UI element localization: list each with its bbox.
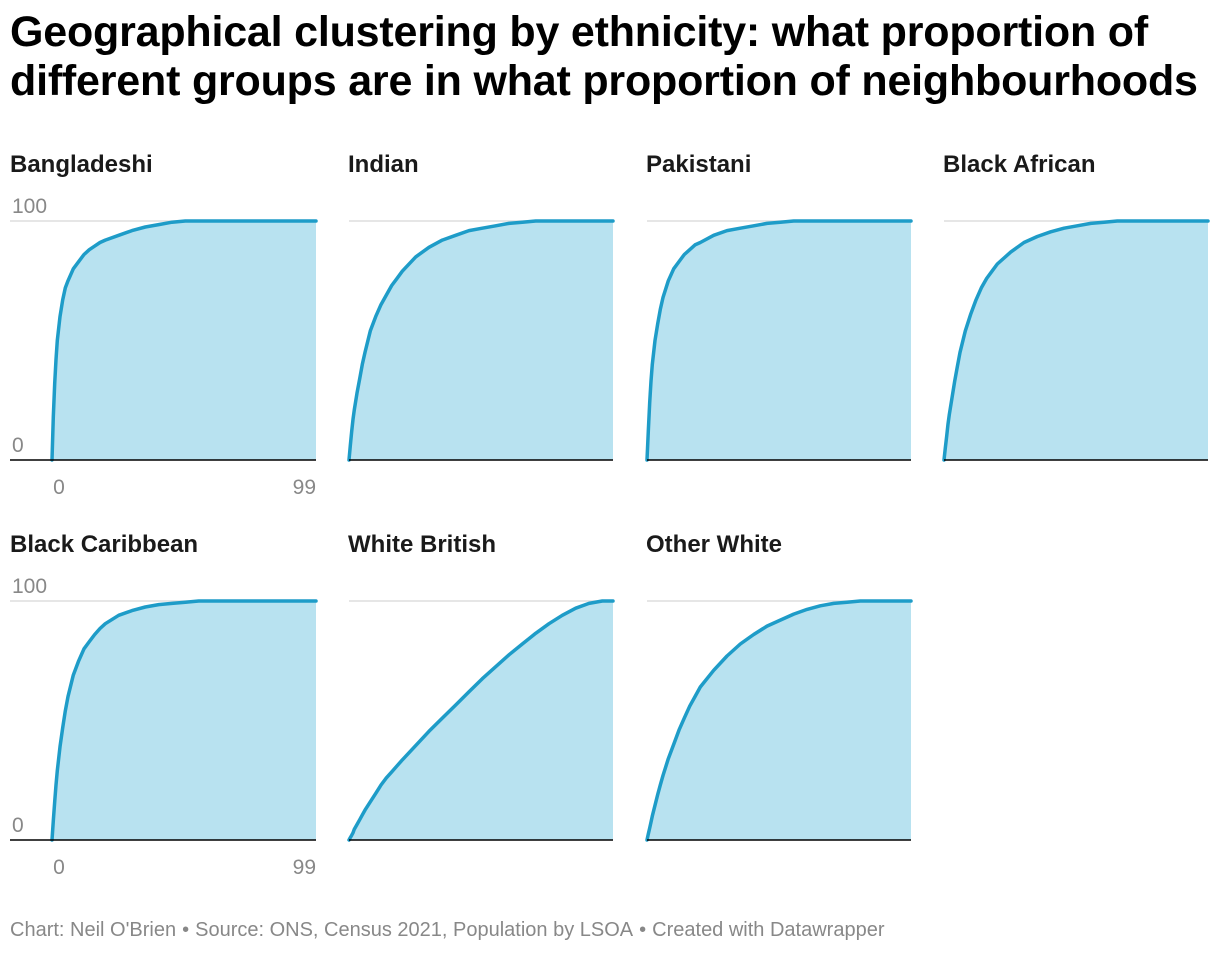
line-white-british (347, 599, 615, 842)
y-tick-label-top: 100 (12, 575, 47, 598)
line-black-african (942, 219, 1210, 462)
area-other-white (647, 601, 911, 840)
panel-title-other-white: Other White (646, 531, 782, 558)
footer-author: Chart: Neil O'Brien (10, 919, 177, 941)
area-black-african (944, 221, 1208, 460)
line-black-caribbean (50, 599, 318, 842)
line-indian (347, 219, 615, 462)
panel-title-pakistani: Pakistani (646, 151, 752, 178)
panel-title-indian: Indian (348, 151, 419, 178)
area-indian (349, 221, 613, 460)
y-tick-label-bottom: 0 (12, 434, 24, 457)
area-white-british (349, 601, 613, 840)
footer-separator: • (639, 919, 647, 941)
x-tick-label-start: 0 (53, 856, 65, 879)
panel-title-black-caribbean: Black Caribbean (10, 531, 199, 558)
chart-footer: Chart: Neil O'Brien • Source: ONS, Census … (10, 919, 885, 942)
panel-title-black-african: Black African (943, 151, 1096, 178)
x-tick-label-end: 99 (293, 856, 316, 879)
footer-separator: • (182, 919, 190, 941)
panel-title-bangladeshi: Bangladeshi (10, 151, 153, 178)
footer-credit: Created with Datawrapper (652, 919, 885, 941)
area-bangladeshi (52, 221, 316, 460)
footer-source: Source: ONS, Census 2021, Population by … (195, 919, 634, 941)
line-pakistani (645, 219, 913, 462)
area-black-caribbean (52, 601, 316, 840)
y-tick-label-top: 100 (12, 195, 47, 218)
line-bangladeshi (50, 219, 318, 462)
panel-title-white-british: White British (348, 531, 496, 558)
line-other-white (645, 599, 913, 842)
x-tick-label-start: 0 (53, 476, 65, 499)
chart-title: Geographical clustering by ethnicity: wh… (10, 8, 1198, 105)
area-pakistani (647, 221, 911, 460)
small-multiples-chart: 100 0 0 99 100 0 0 99 (10, 195, 1210, 879)
y-tick-label-bottom: 0 (12, 814, 24, 837)
x-tick-label-end: 99 (293, 476, 316, 499)
